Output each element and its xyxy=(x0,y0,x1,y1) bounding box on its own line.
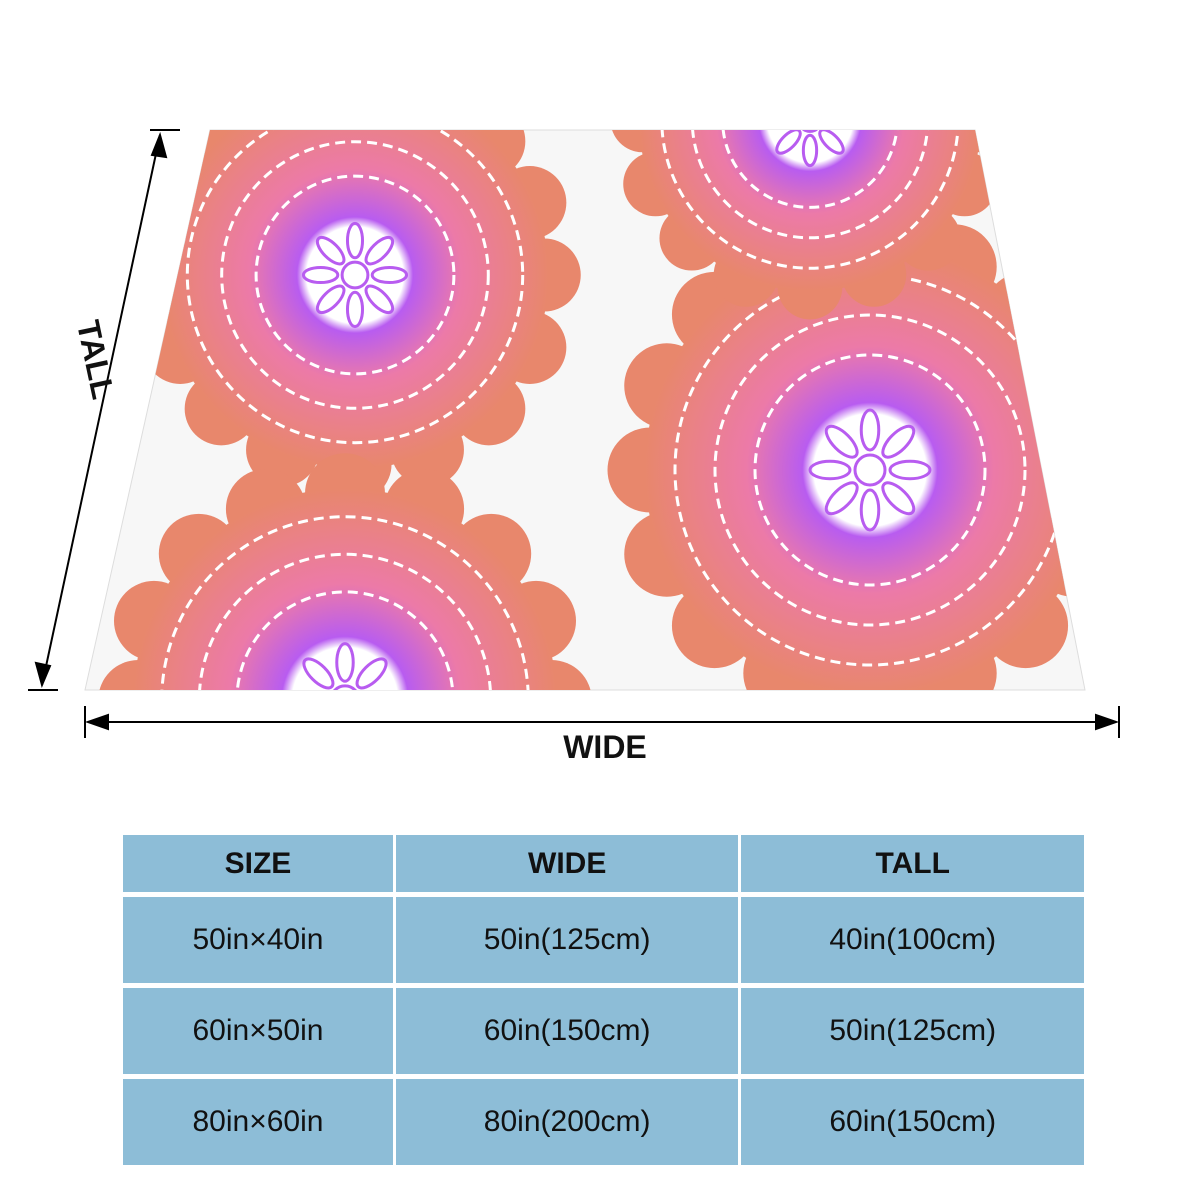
mandala-part xyxy=(246,130,320,137)
cell: 60in×50in xyxy=(123,988,393,1074)
mandala-part xyxy=(315,284,346,315)
header-cell: WIDE xyxy=(395,835,739,892)
header-cell: TALL xyxy=(741,835,1084,892)
mandala-part xyxy=(932,24,997,89)
wide-arrow xyxy=(84,706,1120,738)
mandala-part xyxy=(881,424,916,459)
mandala-part xyxy=(352,707,390,745)
mandala-part xyxy=(337,719,353,757)
mandala-part xyxy=(859,488,881,532)
mandala-part xyxy=(133,488,557,690)
cell: 60in(150cm) xyxy=(741,1079,1084,1165)
mandala-part xyxy=(659,0,724,34)
mandala-part xyxy=(623,24,688,89)
mandala-part xyxy=(355,657,388,690)
mandala-part xyxy=(289,692,327,708)
cell: 80in×60in xyxy=(123,1079,393,1165)
blanket-diagram: TALL WIDE xyxy=(28,0,1120,800)
mandala-part xyxy=(335,642,355,683)
pattern xyxy=(98,0,1085,800)
mandala-part xyxy=(301,265,340,285)
mandala-part xyxy=(315,235,346,266)
mandala-part xyxy=(299,707,337,745)
wide-label: WIDE xyxy=(563,729,647,765)
cell: 50in(125cm) xyxy=(741,988,1084,1074)
mandala-part xyxy=(764,113,794,126)
size-table: SIZE WIDE TALL 50in×40in 50in(125cm) 40i… xyxy=(120,830,1087,1170)
mandala-part xyxy=(370,265,409,285)
mandala-part xyxy=(818,130,845,155)
mandala-part xyxy=(803,74,816,104)
mandala-part xyxy=(825,113,855,126)
row: 60in×50in 60in(150cm) 50in(125cm) xyxy=(123,988,1084,1074)
mandala-part xyxy=(797,130,823,133)
cell: 40in(100cm) xyxy=(741,897,1084,983)
mandala-part xyxy=(721,130,899,209)
mandala-part xyxy=(114,739,194,800)
mandala-part xyxy=(824,424,859,459)
mandala-part xyxy=(639,130,981,291)
mandala-part xyxy=(345,290,365,329)
row: 50in×40in 50in(125cm) 40in(100cm) xyxy=(123,897,1084,983)
mandala-part xyxy=(220,140,490,410)
mandala-part xyxy=(390,130,464,137)
mandala-part xyxy=(773,83,804,114)
cell: 80in(200cm) xyxy=(395,1079,739,1165)
mandala-part xyxy=(161,130,549,469)
mandala-part xyxy=(364,692,402,708)
row: 80in×60in 80in(200cm) 60in(150cm) xyxy=(123,1079,1084,1165)
mandala-part xyxy=(345,221,365,260)
mandala-part xyxy=(364,284,395,315)
header-cell: SIZE xyxy=(123,835,393,892)
header-row: SIZE WIDE TALL xyxy=(123,835,1084,892)
mandala-part xyxy=(690,130,930,240)
mandala-part xyxy=(1047,427,1085,513)
mandala-part xyxy=(859,408,881,452)
mandala-part xyxy=(254,174,456,376)
mandala-part xyxy=(318,49,391,122)
mandala-part xyxy=(853,453,887,487)
tall-arrow xyxy=(28,129,180,691)
mandala-part xyxy=(185,130,525,445)
mandala-part xyxy=(808,459,852,481)
mandala-part xyxy=(801,133,819,168)
mandala-part xyxy=(888,459,932,481)
mandala-part xyxy=(753,353,987,587)
mandala-part xyxy=(340,260,370,290)
tall-label: TALL xyxy=(70,317,122,402)
mandala-part xyxy=(329,684,361,690)
mandala-part xyxy=(881,481,916,516)
mandala-part xyxy=(364,235,395,266)
cell: 50in(125cm) xyxy=(395,897,739,983)
cell: 50in×40in xyxy=(123,897,393,983)
mandala-part xyxy=(660,130,960,270)
mandala-part xyxy=(896,0,961,34)
mandala-part xyxy=(302,657,335,690)
mandala-part xyxy=(1030,343,1085,429)
mandala-part xyxy=(645,245,1085,690)
mandala-part xyxy=(713,313,1027,627)
mandala-part xyxy=(824,481,859,516)
cell: 60in(150cm) xyxy=(395,988,739,1074)
mandala-part xyxy=(816,83,847,114)
mandala-part xyxy=(775,130,802,155)
